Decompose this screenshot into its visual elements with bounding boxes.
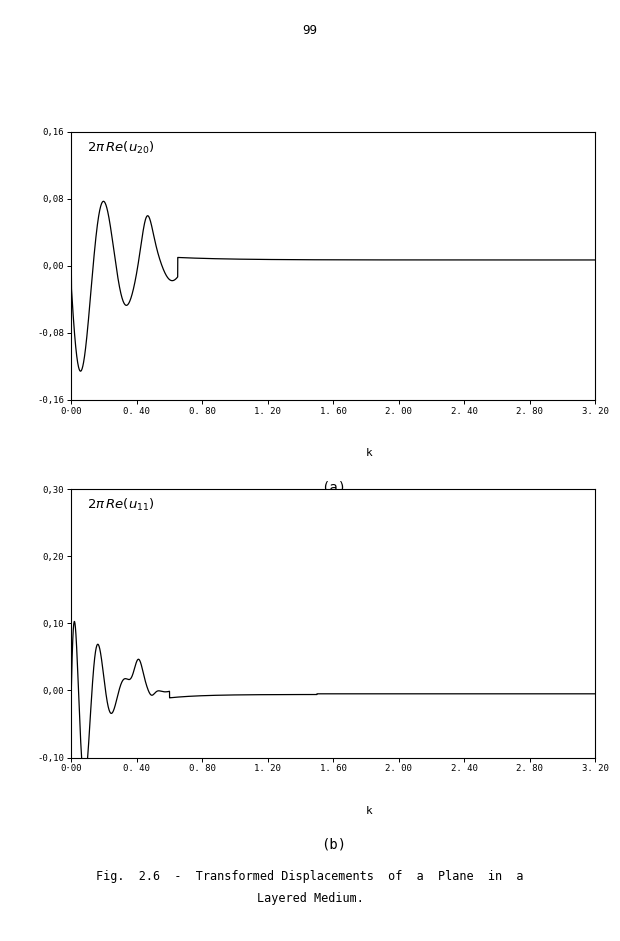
Text: 99: 99: [303, 24, 317, 37]
Text: k: k: [366, 448, 373, 458]
Text: Fig.  2.6  -  Transformed Displacements  of  a  Plane  in  a: Fig. 2.6 - Transformed Displacements of …: [96, 870, 524, 884]
Text: k: k: [366, 805, 373, 816]
Text: (a): (a): [321, 481, 346, 494]
Text: Layered Medium.: Layered Medium.: [257, 892, 363, 905]
Text: $2\pi\,Re(u_{11})$: $2\pi\,Re(u_{11})$: [87, 498, 154, 514]
Text: $2\pi\,Re(u_{20})$: $2\pi\,Re(u_{20})$: [87, 140, 154, 156]
Text: (b): (b): [321, 837, 346, 852]
